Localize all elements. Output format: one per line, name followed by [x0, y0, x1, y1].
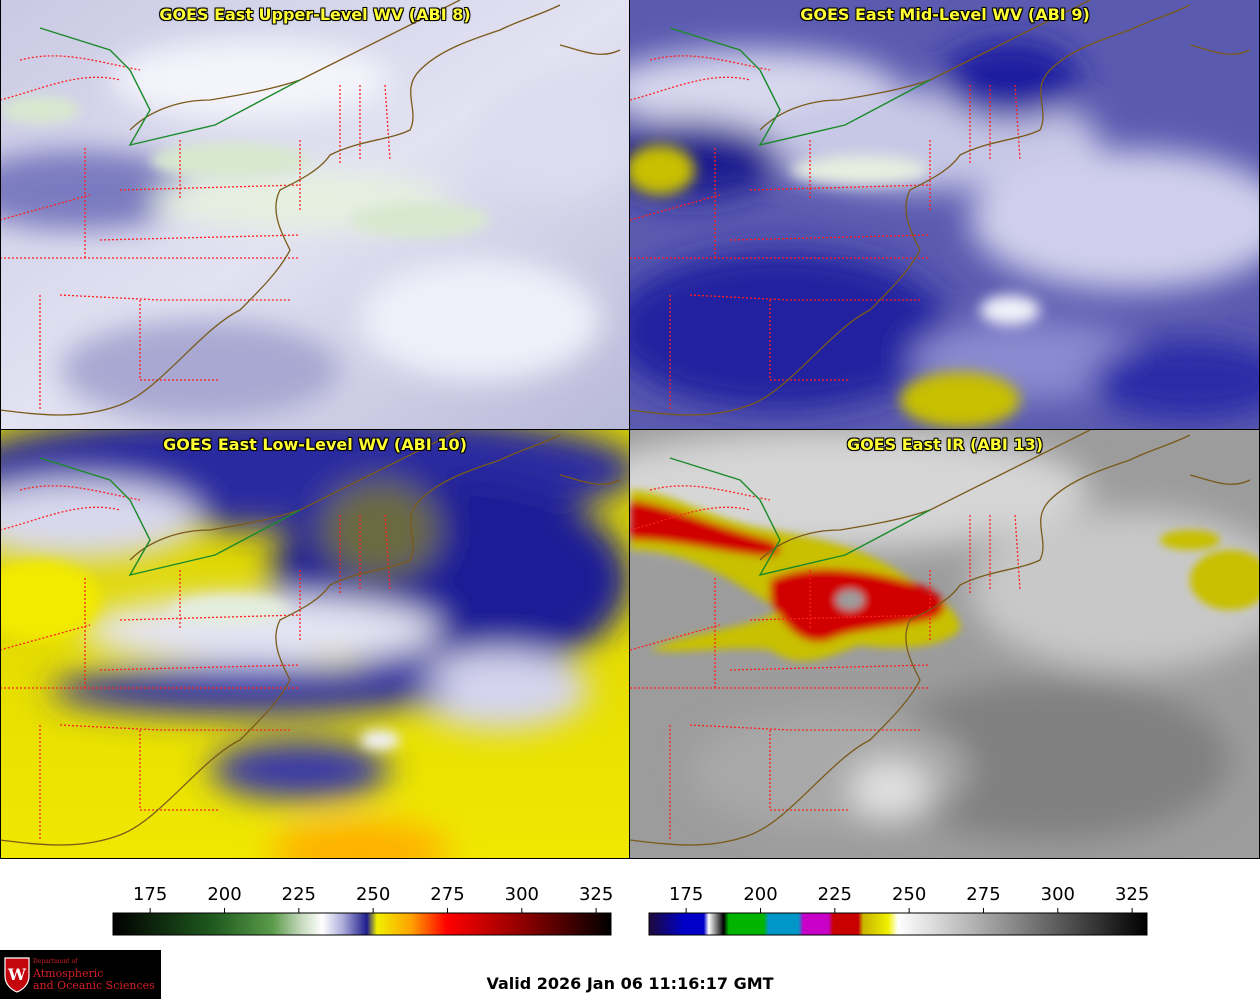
- logo-line-oceanic: and Oceanic Sciences: [33, 979, 155, 992]
- panel-title: GOES East Low-Level WV (ABI 10): [163, 435, 467, 454]
- colorbar-tick-label: 250: [356, 884, 390, 905]
- colorbar-tick-label: 175: [133, 884, 167, 905]
- aos-logo: W Department of Atmospheric and Oceanic …: [0, 950, 161, 999]
- panel-title: GOES East IR (ABI 13): [846, 435, 1044, 454]
- colorbar-tick-label: 325: [579, 884, 613, 905]
- panel-title: GOES East Mid-Level WV (ABI 9): [800, 5, 1090, 24]
- wv-colorbar: 175 200 225 250 275 300 325: [100, 878, 620, 940]
- colorbar-tick-label: 200: [207, 884, 241, 905]
- panel-low-level-wv: GOES East Low-Level WV (ABI 10): [0, 430, 630, 859]
- logo-dept-label: Department of: [33, 958, 78, 965]
- panel-title: GOES East Upper-Level WV (ABI 8): [159, 5, 471, 24]
- panel-mid-level-wv: GOES East Mid-Level WV (ABI 9): [630, 0, 1260, 429]
- colorbar-tick-label: 175: [669, 884, 703, 905]
- colorbar-tick-label: 250: [892, 884, 926, 905]
- colorbar-tick-label: 300: [505, 884, 539, 905]
- colorbar-tick-label: 225: [818, 884, 852, 905]
- mid-wv-image: [630, 0, 1260, 429]
- upper-wv-image: [0, 0, 630, 429]
- svg-text:W: W: [7, 965, 27, 984]
- colorbar-tick-label: 225: [282, 884, 316, 905]
- colorbar-tick-label: 200: [743, 884, 777, 905]
- ir-colorbar-ticks: 175 200 225 250 275 300 325: [669, 884, 1149, 913]
- panel-divider-horizontal: [0, 429, 1260, 430]
- colorbar-tick-label: 325: [1115, 884, 1149, 905]
- panel-ir: GOES East IR (ABI 13): [630, 430, 1260, 859]
- low-wv-image: [0, 430, 630, 859]
- uw-crest-icon: W: [4, 957, 30, 993]
- wv-colorbar-ticks: 175 200 225 250 275 300 325: [133, 884, 613, 913]
- panel-upper-level-wv: GOES East Upper-Level WV (ABI 8): [0, 0, 630, 429]
- panel-frame-bottom: [0, 858, 1260, 859]
- valid-time: Valid 2026 Jan 06 11:16:17 GMT: [486, 974, 774, 993]
- ir-colorbar: 175 200 225 250 275 300 325: [636, 878, 1156, 940]
- colorbar-tick-label: 275: [966, 884, 1000, 905]
- logo-line-atmospheric: Atmospheric: [33, 967, 104, 980]
- colorbar-tick-label: 300: [1041, 884, 1075, 905]
- panel-frame-left: [0, 0, 1, 859]
- ir-image: [630, 430, 1260, 859]
- colorbar-tick-label: 275: [430, 884, 464, 905]
